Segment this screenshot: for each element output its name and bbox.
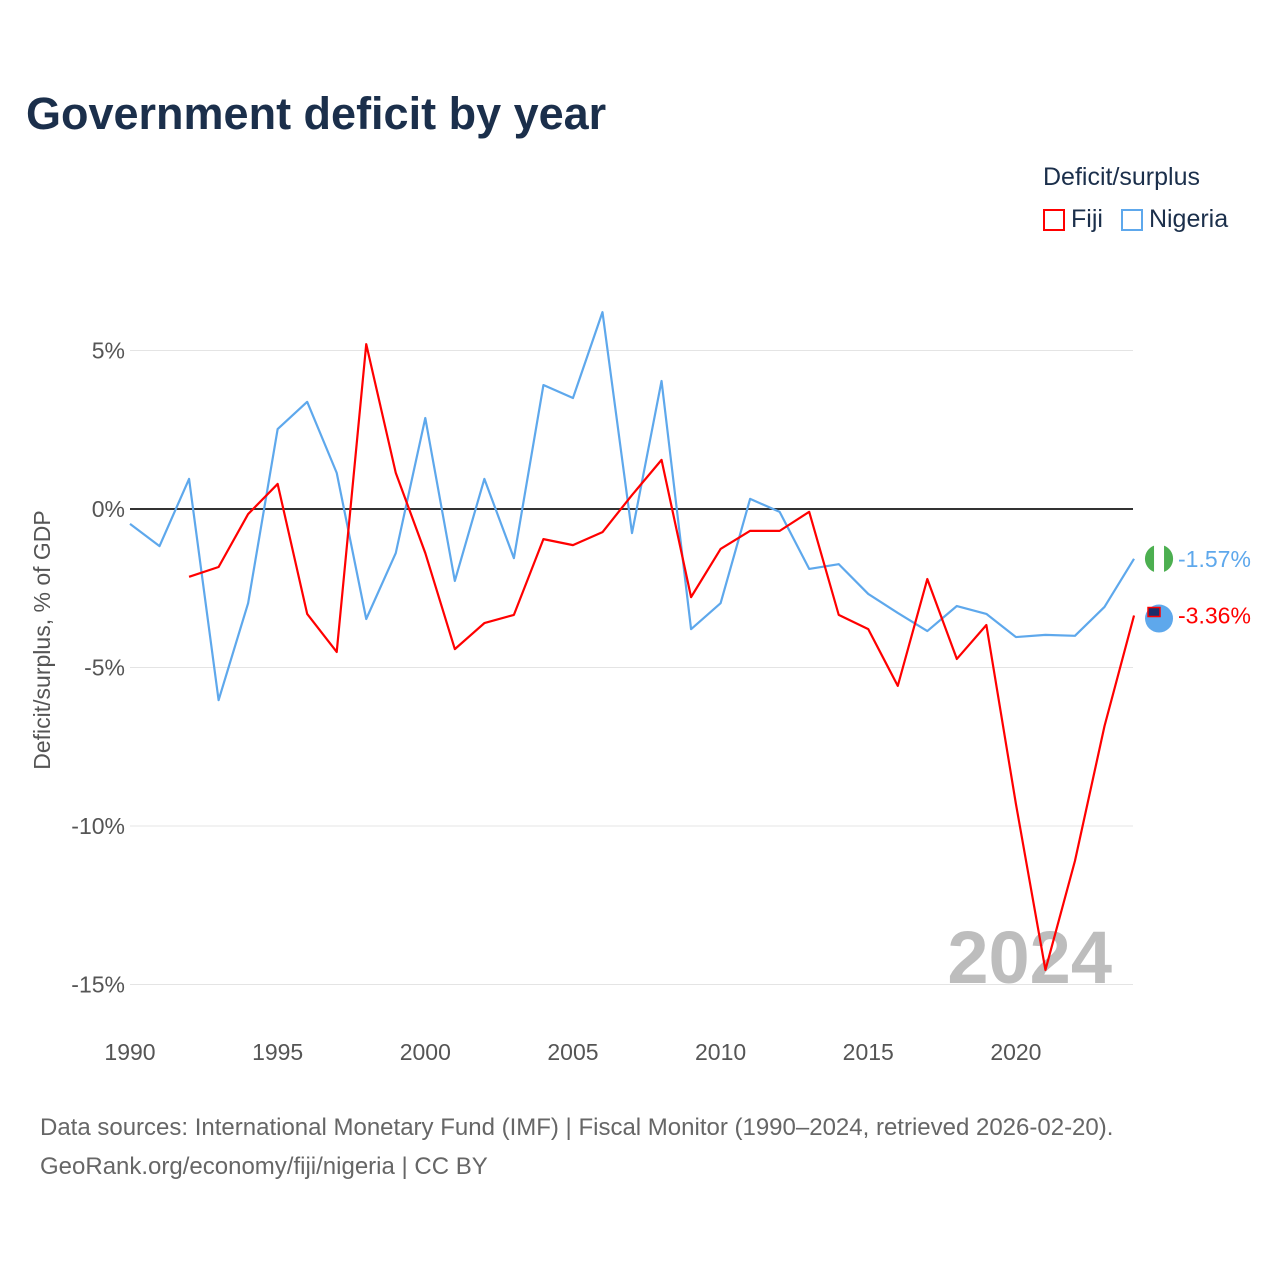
- source-url[interactable]: GeoRank.org/economy/fiji/nigeria | CC BY: [40, 1153, 488, 1180]
- legend: Fiji Nigeria: [1043, 205, 1228, 234]
- flag-stripe: [1144, 545, 1155, 572]
- legend-label: Nigeria: [1148, 205, 1229, 233]
- legend-item-fiji[interactable]: Fiji: [1043, 205, 1103, 234]
- x-tick-label: 2000: [400, 1039, 451, 1065]
- year-watermark: 2024: [947, 916, 1112, 999]
- x-tick-label: 1995: [252, 1039, 303, 1065]
- end-value-label-nigeria: -1.57%: [1178, 546, 1251, 572]
- flag-stripe: [1164, 545, 1174, 572]
- x-tick-label: 2005: [547, 1039, 598, 1065]
- y-tick-label: -5%: [84, 655, 125, 681]
- y-axis-label: Deficit/surplus, % of GDP: [29, 510, 55, 769]
- chart-title: Government deficit by year: [26, 88, 607, 139]
- legend-title: Deficit/surplus: [1043, 163, 1200, 191]
- y-tick-label: -15%: [71, 972, 125, 998]
- x-tick-label: 2020: [990, 1039, 1041, 1065]
- x-tick-label: 2015: [843, 1039, 894, 1065]
- y-tick-label: -10%: [71, 813, 125, 839]
- legend-item-nigeria[interactable]: Nigeria: [1120, 205, 1229, 234]
- legend-swatch-nigeria: [1120, 208, 1143, 231]
- series-line-nigeria: [129, 311, 1135, 702]
- flag-marker-nigeria-icon: [1144, 544, 1174, 573]
- flag-marker-fiji-icon: [1145, 604, 1174, 633]
- x-tick-label: 2010: [695, 1039, 746, 1065]
- source-line: Data sources: International Monetary Fun…: [40, 1114, 1114, 1141]
- x-tick-label: 1990: [104, 1039, 155, 1065]
- legend-label: Fiji: [1071, 205, 1103, 233]
- source-note: Data sources: International Monetary Fun…: [40, 1108, 1113, 1186]
- end-value-label-fiji: -3.36%: [1178, 603, 1251, 629]
- series-line-fiji: [188, 343, 1136, 972]
- flag-canton: [1147, 606, 1161, 618]
- legend-swatch-fiji: [1043, 208, 1065, 231]
- y-tick-label: 5%: [92, 338, 125, 364]
- y-tick-label: 0%: [92, 496, 125, 522]
